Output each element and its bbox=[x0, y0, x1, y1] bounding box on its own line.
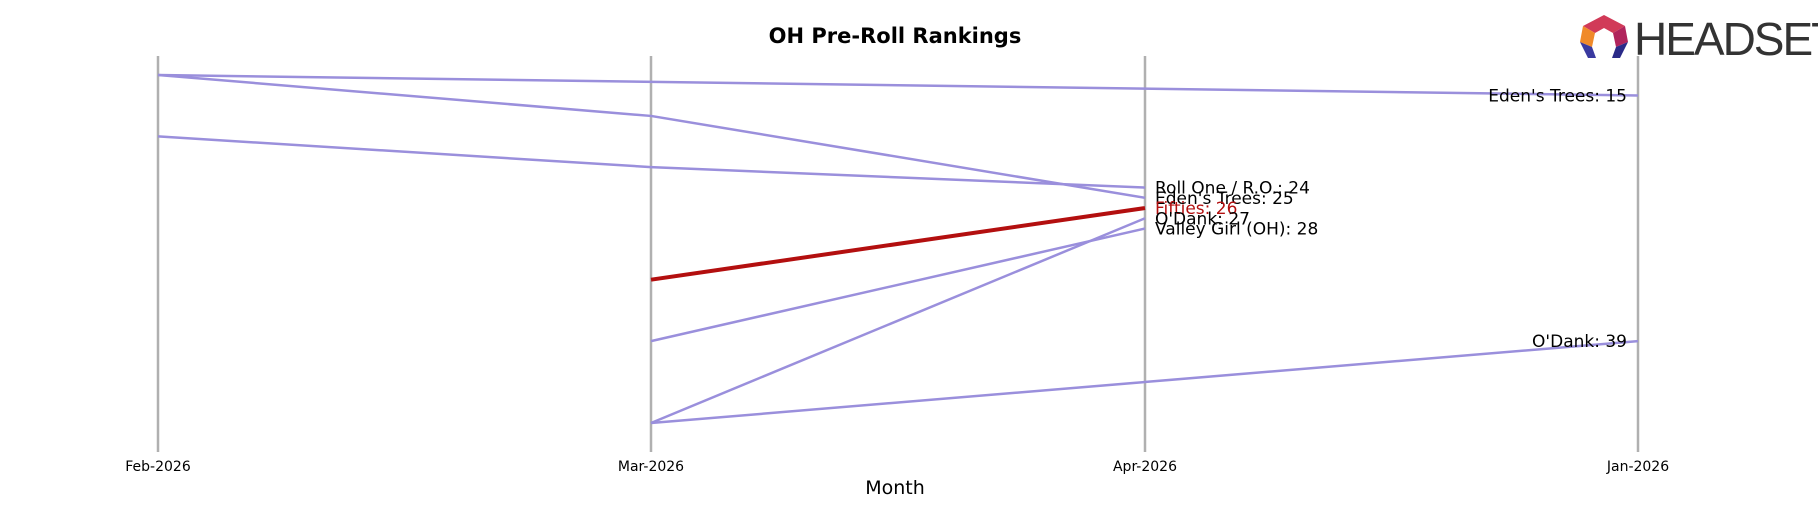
series-line-1 bbox=[157, 73, 1146, 200]
series-line-5 bbox=[650, 227, 1146, 343]
point-label-6: O'Dank: 27 bbox=[1155, 209, 1250, 229]
x-tick-apr-2026: Apr-2026 bbox=[1113, 459, 1177, 475]
point-label-3: Roll One / R.O.: 24 bbox=[1155, 179, 1310, 199]
headset-logo-icon bbox=[1580, 15, 1628, 58]
series-line-2 bbox=[157, 73, 1639, 97]
series-line-3 bbox=[157, 135, 1146, 189]
series-line-4 bbox=[650, 206, 1146, 282]
point-label-2: O'Dank: 39 bbox=[1532, 332, 1627, 352]
chart-title: OH Pre-Roll Rankings bbox=[769, 24, 1022, 48]
x-tick-mar-2026: Mar-2026 bbox=[618, 459, 684, 475]
point-labels: Eden's Trees: 15 O'Dank: 39 Roll One / R.O… bbox=[1155, 86, 1627, 352]
headset-logo: HEADSET bbox=[1580, 13, 1818, 65]
month-axes bbox=[156, 56, 1640, 452]
series-line-7 bbox=[650, 339, 1639, 425]
series-line-6 bbox=[650, 217, 1146, 425]
series-lines bbox=[157, 73, 1639, 425]
point-label-4: Eden's Trees: 25 bbox=[1155, 189, 1294, 209]
point-label-7: Valley Girl (OH): 28 bbox=[1155, 220, 1318, 240]
x-tick-feb-2026: Feb-2026 bbox=[125, 459, 191, 475]
point-label-1: Eden's Trees: 15 bbox=[1488, 86, 1627, 106]
x-tick-labels: Feb-2026 Mar-2026 Apr-2026 Jan-2026 bbox=[125, 459, 1669, 475]
x-axis-label: Month bbox=[865, 477, 925, 499]
point-label-5: Fifties: 26 bbox=[1155, 199, 1237, 219]
x-tick-jan-2026: Jan-2026 bbox=[1606, 459, 1669, 475]
headset-logo-text: HEADSET bbox=[1634, 13, 1818, 65]
